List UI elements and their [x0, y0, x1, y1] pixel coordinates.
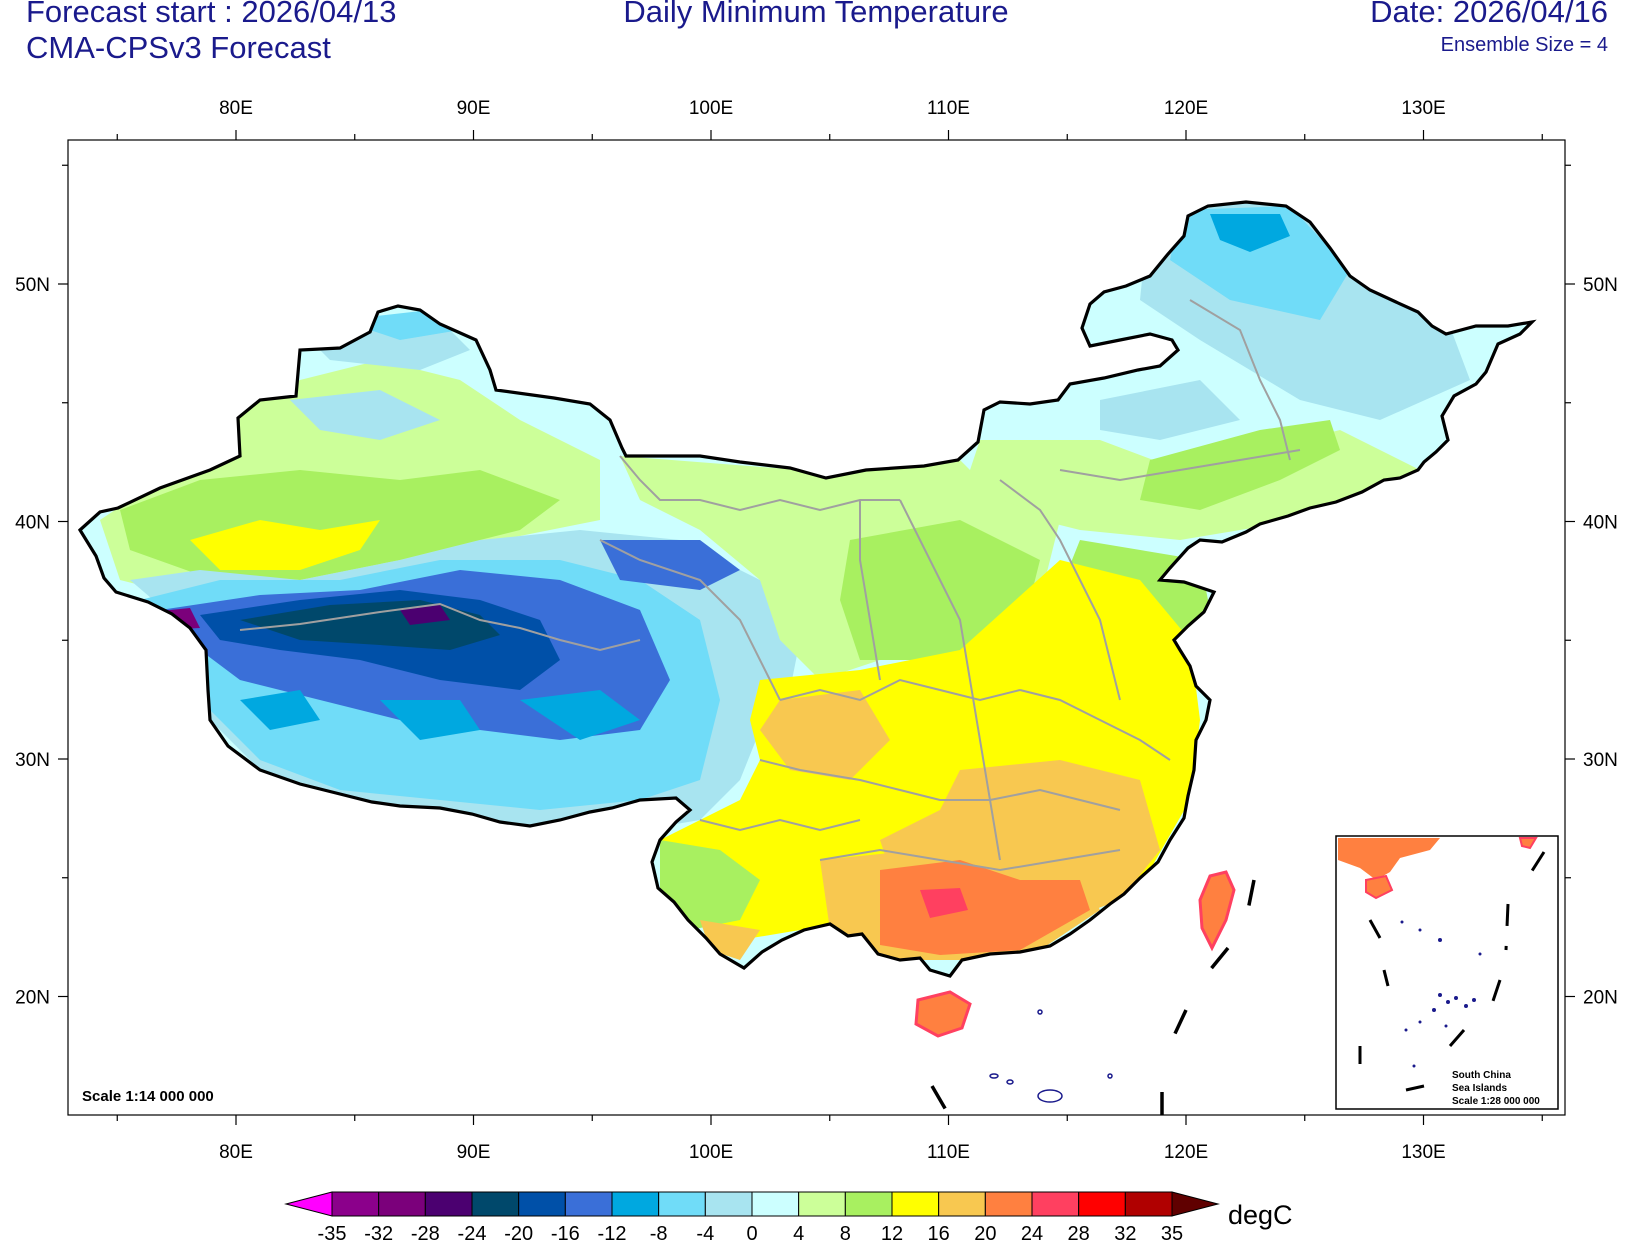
lon-label-top: 130E	[1401, 98, 1445, 119]
lon-label-top: 90E	[457, 98, 491, 119]
colorbar-box	[518, 1191, 566, 1217]
colorbar-max-triangle	[1171, 1191, 1220, 1217]
colorbar-label: 28	[1068, 1223, 1090, 1241]
colorbar-label: 4	[793, 1223, 804, 1241]
province-boundaries	[239, 299, 1301, 872]
colorbar-box	[611, 1191, 660, 1217]
lat-label-right: 20N	[1583, 988, 1618, 1009]
model-label: CMA-CPSv3 Forecast	[26, 30, 331, 65]
colorbar-box	[751, 1191, 800, 1217]
map-scale-label: Scale 1:14 000 000	[82, 1088, 214, 1105]
colorbar-label: -35	[318, 1223, 347, 1241]
colorbar-box	[984, 1191, 1033, 1217]
colorbar-box	[471, 1191, 520, 1217]
forecast-date-label: Date: 2026/04/16	[1370, 0, 1608, 29]
colorbar-label: 24	[1021, 1223, 1043, 1241]
hainan-island	[914, 990, 972, 1038]
colorbar-label: -32	[364, 1223, 393, 1241]
colorbar-label: 8	[840, 1223, 851, 1241]
colorbar: -35 -32 -28 -24 -20 -16 -12 -8 -4 0 4 8 12 16 20 24 28 32…	[284, 1191, 1293, 1241]
colorbar-unit: degC	[1228, 1200, 1293, 1230]
colorbar-label: -4	[696, 1223, 714, 1241]
china-border	[77, 200, 1537, 978]
inset-label-line1: South China	[1452, 1070, 1511, 1081]
lon-label-top: 80E	[219, 98, 253, 119]
colorbar-box	[331, 1191, 380, 1217]
colorbar-label: 12	[881, 1223, 903, 1241]
lat-label-left: 30N	[15, 750, 50, 771]
lat-label-left: 20N	[15, 988, 50, 1009]
lat-label-left: 40N	[15, 513, 50, 534]
lon-label-bottom: 90E	[457, 1142, 491, 1163]
lat-label-right: 30N	[1583, 750, 1618, 771]
colorbar-box	[938, 1191, 986, 1217]
colorbar-label: 16	[928, 1223, 950, 1241]
lon-label-bottom: 130E	[1401, 1142, 1445, 1163]
colorbar-label: -16	[551, 1223, 580, 1241]
colorbar-label: -8	[650, 1223, 668, 1241]
maritime-boundary	[930, 879, 1256, 1115]
colorbar-box	[1031, 1191, 1080, 1217]
colorbar-min-triangle	[284, 1191, 333, 1217]
colorbar-label: 20	[974, 1223, 996, 1241]
colorbar-box	[798, 1191, 846, 1217]
lon-label-top: 110E	[927, 98, 970, 119]
lat-label-right: 40N	[1583, 513, 1618, 534]
forecast-start-label: Forecast start : 2026/04/13	[26, 0, 397, 29]
colorbar-label: 35	[1161, 1223, 1183, 1241]
colorbar-box	[844, 1191, 893, 1217]
lon-label-top: 100E	[689, 98, 733, 119]
colorbar-box	[658, 1191, 706, 1217]
colorbar-label: -20	[504, 1223, 533, 1241]
inset-label-line3: Scale 1:28 000 000	[1452, 1096, 1540, 1107]
colorbar-box	[424, 1191, 473, 1217]
colorbar-box	[891, 1191, 940, 1217]
colorbar-label: -12	[598, 1223, 627, 1241]
colorbar-label: -24	[458, 1223, 487, 1241]
colorbar-label: 0	[746, 1223, 757, 1241]
lon-label-top: 120E	[1164, 98, 1208, 119]
lat-label-left: 50N	[15, 275, 50, 296]
map-title: Daily Minimum Temperature	[623, 0, 1009, 29]
colorbar-box	[1124, 1191, 1173, 1217]
south-china-sea-inset: South China Sea Islands Scale 1:28 000 0…	[1335, 835, 1559, 1110]
colorbar-label: -28	[411, 1223, 440, 1241]
colorbar-label: 32	[1114, 1223, 1136, 1241]
colorbar-box	[378, 1191, 426, 1217]
map-axes: 80E 80E 90E 90E 100E 100E 110E 110E 120E 120E 130E…	[15, 98, 1618, 1163]
colorbar-box	[704, 1191, 753, 1217]
lon-label-bottom: 100E	[689, 1142, 733, 1163]
lon-label-bottom: 80E	[219, 1142, 253, 1163]
lat-label-right: 50N	[1583, 275, 1618, 296]
taiwan-island	[1198, 870, 1236, 952]
colorbar-box	[1078, 1191, 1126, 1217]
lon-label-bottom: 110E	[927, 1142, 970, 1163]
island-dots	[989, 1009, 1113, 1103]
lon-label-bottom: 120E	[1164, 1142, 1208, 1163]
ensemble-size-label: Ensemble Size = 4	[1440, 34, 1608, 56]
inset-label-line2: Sea Islands	[1452, 1083, 1507, 1094]
colorbar-box	[564, 1191, 613, 1217]
